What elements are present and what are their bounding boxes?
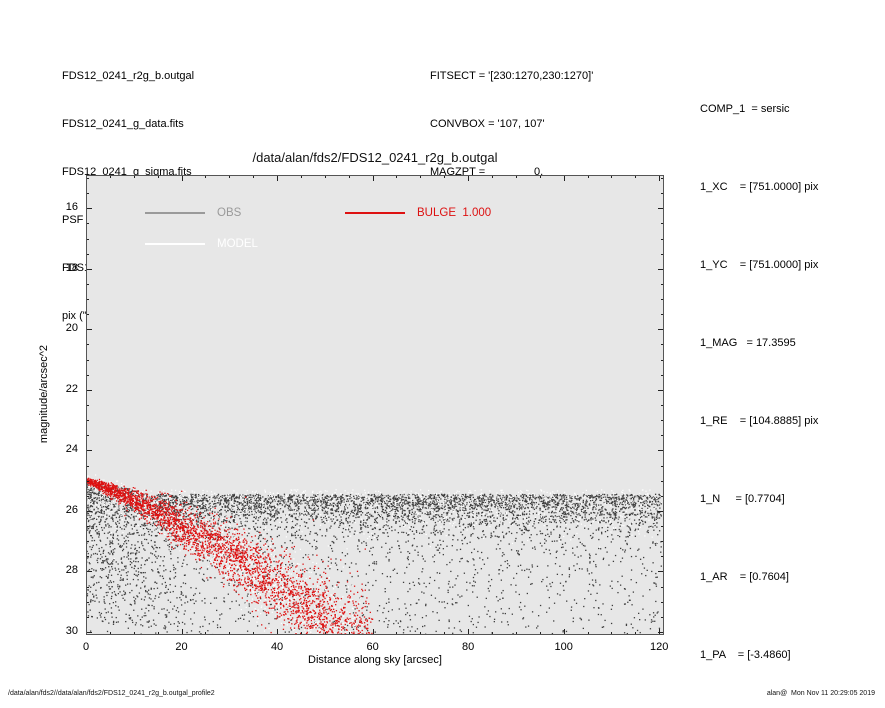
plot-title: /data/alan/fds2/FDS12_0241_r2g_b.outgal — [252, 150, 498, 165]
legend-label-obs: OBS — [217, 207, 242, 219]
legend-label-model: MODEL — [217, 238, 258, 250]
y-tick-label: 28 — [65, 564, 78, 577]
legend-item-model: MODEL — [145, 238, 258, 250]
x-tick-label: 100 — [554, 641, 573, 653]
legend-item-bulge: BULGE 1.000 — [345, 207, 491, 219]
info-line-data: FDS12_0241_g_data.fits — [62, 118, 184, 130]
info-line-outgal: FDS12_0241_r2g_b.outgal — [62, 70, 195, 82]
bulge-line-swatch — [345, 212, 405, 214]
x-tick-label: 80 — [462, 641, 475, 653]
param-ar: 1_AR = [0.7604] — [700, 571, 789, 583]
param-xc: 1_XC = [751.0000] pix — [700, 181, 819, 193]
info-line-convbox: CONVBOX = '107, 107' — [430, 118, 545, 130]
obs-line-swatch — [145, 212, 205, 214]
y-tick-label: 18 — [65, 261, 78, 274]
param-mag: 1_MAG = 17.3595 — [700, 337, 796, 349]
x-tick-label: 60 — [366, 641, 379, 653]
fit-parameters-panel: COMP_1 = sersic 1_XC = [751.0000] pix 1_… — [700, 44, 818, 708]
x-tick-label: 120 — [650, 641, 669, 653]
y-axis-label: magnitude/arcsec^2 — [38, 344, 50, 444]
x-tick-label: 0 — [82, 641, 90, 653]
param-re: 1_RE = [104.8885] pix — [700, 415, 819, 427]
x-tick-label: 20 — [175, 641, 188, 653]
y-tick-label: 22 — [65, 382, 78, 395]
legend-item-obs: OBS — [145, 207, 241, 219]
param-pa: 1_PA = [-3.4860] — [700, 649, 791, 661]
info-line-fitsect: FITSECT = '[230:1270,230:1270]' — [430, 70, 594, 82]
model-line-swatch — [145, 243, 205, 245]
footer-output-path: /data/alan/fds2//data/alan/fds2/FDS12_02… — [8, 690, 215, 697]
footer-timestamp: alan@ Mon Nov 11 20:29:05 2019 — [766, 690, 875, 697]
param-n: 1_N = [0.7704] — [700, 493, 785, 505]
y-tick-label: 26 — [65, 503, 78, 516]
profile-plot-canvas — [86, 175, 664, 635]
y-tick-label: 16 — [65, 201, 78, 214]
param-yc: 1_YC = [751.0000] pix — [700, 259, 819, 271]
y-tick-label: 20 — [65, 322, 78, 335]
param-comp: COMP_1 = sersic — [700, 103, 790, 115]
x-tick-label: 40 — [270, 641, 284, 653]
x-axis-label: Distance along sky [arcsec] — [308, 654, 442, 666]
y-tick-label: 24 — [65, 443, 78, 456]
y-tick-label: 30 — [65, 624, 78, 637]
legend-label-bulge: BULGE 1.000 — [417, 207, 492, 219]
